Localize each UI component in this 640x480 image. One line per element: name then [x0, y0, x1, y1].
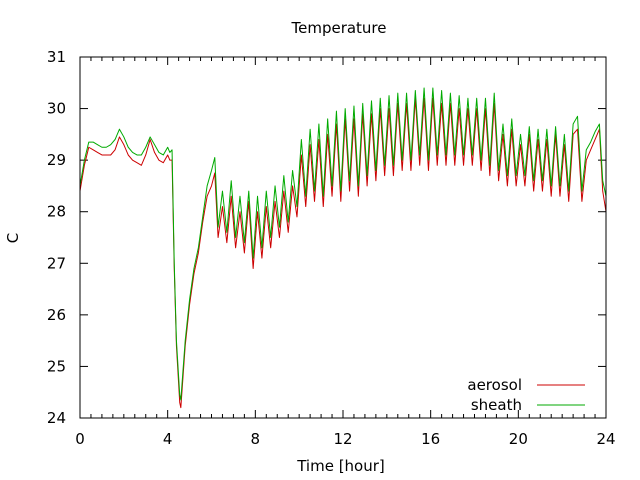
y-tick-label: 29: [47, 151, 66, 169]
axis-tick-labels: 0 4 8 12 16 20 24 24 25 26 27 28 29 30 31: [47, 48, 616, 448]
y-tick-label: 30: [47, 100, 66, 118]
legend: aerosol sheath: [467, 376, 585, 414]
plot-frame: [79, 56, 607, 419]
x-tick-label: 8: [251, 430, 261, 448]
x-tick-label: 24: [596, 430, 615, 448]
chart-title: Temperature: [290, 19, 386, 37]
y-tick-label: 24: [47, 409, 66, 427]
series-line-sheath: [79, 87, 607, 401]
y-tick-label: 27: [47, 254, 66, 272]
x-tick-label: 0: [75, 430, 85, 448]
x-tick-label: 16: [421, 430, 440, 448]
series-line-aerosol: [79, 97, 607, 409]
x-tick-label: 20: [509, 430, 528, 448]
series-lines: [79, 87, 607, 409]
legend-label-aerosol: aerosol: [467, 376, 522, 394]
x-axis-label: Time [hour]: [296, 457, 385, 475]
y-tick-label: 25: [47, 357, 66, 375]
legend-label-sheath: sheath: [471, 396, 522, 414]
x-tick-label: 12: [333, 430, 352, 448]
x-tick-label: 4: [163, 430, 173, 448]
y-tick-label: 28: [47, 203, 66, 221]
y-tick-label: 31: [47, 48, 66, 66]
y-tick-label: 26: [47, 306, 66, 324]
y-axis-label: C: [4, 233, 22, 243]
